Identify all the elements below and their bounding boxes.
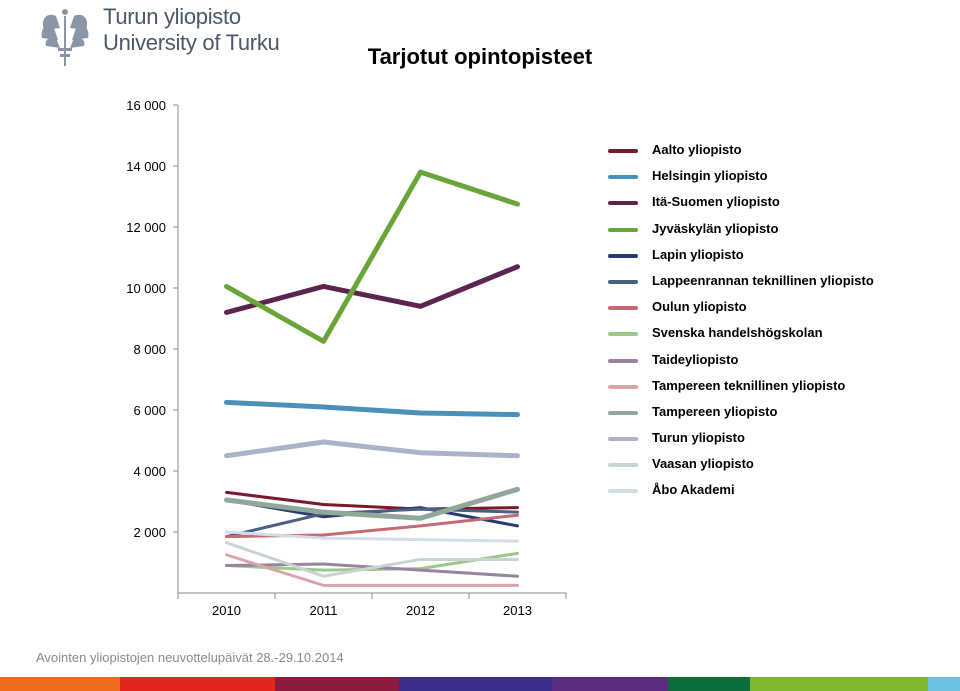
series-line bbox=[225, 507, 519, 539]
legend-item: Itä-Suomen yliopisto bbox=[606, 192, 906, 218]
series-line bbox=[225, 551, 519, 572]
series-line bbox=[224, 399, 520, 418]
bottom-bar-segment bbox=[120, 677, 275, 691]
legend-swatch bbox=[608, 489, 638, 494]
legend-item: Vaasan yliopisto bbox=[606, 454, 906, 480]
legend-label: Jyväskylän yliopisto bbox=[652, 220, 779, 236]
series-line bbox=[224, 439, 520, 459]
legend-swatch bbox=[608, 201, 638, 206]
legend-swatch bbox=[608, 279, 638, 284]
x-tick-label: 2012 bbox=[406, 603, 435, 618]
legend-swatch bbox=[608, 384, 638, 389]
legend-label: Lapin yliopisto bbox=[652, 246, 744, 262]
legend-label: Oulun yliopisto bbox=[652, 299, 747, 315]
legend-item: Jyväskylän yliopisto bbox=[606, 219, 906, 245]
series-line bbox=[224, 264, 520, 315]
legend-label: Aalto yliopisto bbox=[652, 142, 742, 157]
legend-item: Aalto yliopisto bbox=[606, 140, 906, 166]
legend-item: Lappeenrannan teknillinen yliopisto bbox=[606, 271, 906, 297]
footer-text: Avointen yliopistojen neuvottelupäivät 2… bbox=[36, 650, 344, 665]
legend-item: Taideyliopisto bbox=[606, 350, 906, 376]
legend-item: Helsingin yliopisto bbox=[606, 166, 906, 192]
legend-item: Turun yliopisto bbox=[606, 428, 906, 454]
chart-legend: Aalto yliopisto Helsingin yliopisto Itä-Su… bbox=[606, 140, 906, 507]
x-tick-label: 2010 bbox=[212, 603, 241, 618]
legend-label: Tampereen yliopisto bbox=[652, 403, 778, 419]
y-tick-label: 4 000 bbox=[133, 464, 166, 479]
bottom-bar-segment bbox=[552, 677, 668, 691]
bottom-bar-segment bbox=[668, 677, 750, 691]
legend-swatch bbox=[608, 463, 638, 468]
x-tick-label: 2013 bbox=[503, 603, 532, 618]
series-line bbox=[225, 530, 519, 543]
series-line bbox=[225, 541, 519, 578]
logo-text-english: University of Turku bbox=[103, 30, 280, 55]
legend-swatch bbox=[608, 253, 638, 258]
bottom-color-bar bbox=[0, 677, 960, 691]
series-line bbox=[224, 169, 520, 344]
chart-title: Tarjotut opintopisteet bbox=[367, 44, 593, 69]
bottom-bar-segment bbox=[750, 677, 928, 691]
legend-label: Helsingin yliopisto bbox=[652, 168, 768, 184]
legend-swatch bbox=[608, 227, 638, 232]
legend-label: Turun yliopisto bbox=[652, 430, 745, 446]
legend-label: Itä-Suomen yliopisto bbox=[652, 194, 780, 210]
legend-swatch bbox=[608, 175, 638, 180]
bottom-bar-segment bbox=[0, 677, 120, 691]
legend-swatch bbox=[608, 410, 638, 415]
y-tick-label: 12 000 bbox=[126, 220, 166, 235]
legend-label: Tampereen teknillinen yliopisto bbox=[652, 377, 846, 393]
legend-label: Åbo Akademi bbox=[652, 482, 735, 498]
legend-item: Tampereen teknillinen yliopisto bbox=[606, 376, 906, 402]
legend-swatch bbox=[608, 306, 638, 311]
legend-swatch bbox=[608, 332, 638, 337]
x-tick-label: 2011 bbox=[310, 603, 338, 618]
bottom-bar-segment bbox=[399, 677, 552, 691]
legend-swatch bbox=[608, 437, 638, 442]
legend-item: Lapin yliopisto bbox=[606, 245, 906, 271]
y-tick-label: 16 000 bbox=[126, 98, 166, 113]
legend-item: Svenska handelshögskolan bbox=[606, 323, 906, 349]
y-tick-label: 10 000 bbox=[126, 281, 166, 296]
series-line bbox=[225, 553, 519, 587]
bottom-bar-segment bbox=[275, 677, 399, 691]
legend-swatch bbox=[608, 149, 638, 153]
y-tick-label: 2 000 bbox=[133, 525, 166, 540]
legend-swatch bbox=[608, 358, 638, 363]
y-tick-label: 6 000 bbox=[133, 403, 166, 418]
logo-text-finnish: Turun yliopisto bbox=[103, 4, 241, 29]
legend-label: Svenska handelshögskolan bbox=[652, 325, 823, 341]
y-tick-label: 14 000 bbox=[126, 159, 166, 174]
legend-item: Tampereen yliopisto bbox=[606, 402, 906, 428]
legend-label: Vaasan yliopisto bbox=[652, 456, 754, 472]
series-line bbox=[224, 486, 520, 521]
legend-item: Oulun yliopisto bbox=[606, 297, 906, 323]
legend-label: Lappeenrannan teknillinen yliopisto bbox=[652, 272, 874, 288]
y-tick-label: 8 000 bbox=[133, 342, 166, 357]
bottom-bar-segment bbox=[928, 677, 960, 691]
legend-label: Taideyliopisto bbox=[652, 351, 739, 367]
series-line bbox=[225, 490, 519, 511]
legend-item: Åbo Akademi bbox=[606, 480, 906, 506]
university-logo bbox=[41, 9, 89, 66]
